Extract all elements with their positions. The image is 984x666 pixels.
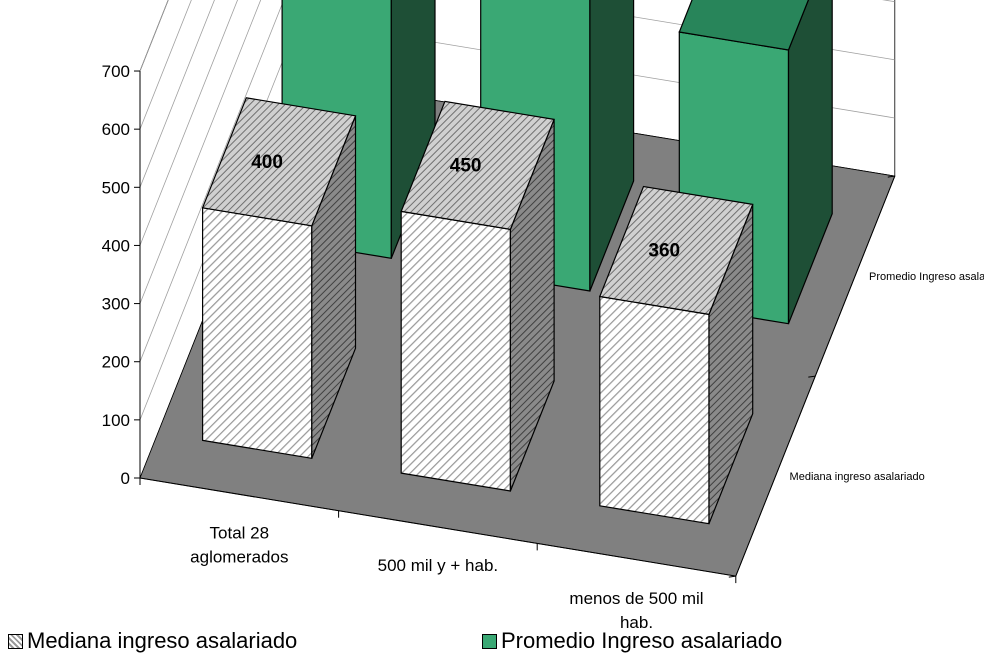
gridline (139, 0, 238, 246)
y-tick-label: 500 (102, 178, 130, 197)
data-labels: 576,3605,1470,8400450360 (251, 152, 680, 262)
y-tick-label: 400 (102, 236, 130, 255)
legend-label-mediana: Mediana ingreso asalariado (27, 628, 298, 653)
category-labels: Total 28 aglomerados 500 mil y + hab. menos… (190, 523, 703, 631)
legend-swatch-promedio (482, 633, 497, 649)
depth-tick-mark (728, 575, 736, 578)
bar-top-face (201, 97, 357, 227)
data-label: 450 (450, 155, 482, 176)
depth-tick-mark (808, 375, 816, 378)
legend-item-mediana: Mediana ingreso asalariado (8, 628, 297, 654)
legend-item-promedio: Promedio Ingreso asalariado (482, 628, 782, 654)
category-label: 500 mil y + hab. (378, 556, 499, 575)
y-tick-label: 0 (121, 469, 130, 488)
bars (201, 0, 833, 525)
bar-top-face (598, 185, 754, 316)
bar-side-face (589, 0, 635, 292)
category-label: Total 28 (210, 523, 270, 542)
bar-front-face (202, 207, 313, 460)
y-tick-label: 700 (102, 62, 130, 81)
depth-axis-line (735, 175, 896, 577)
bar-top-face (678, 0, 810, 51)
depth-tick-mark (887, 175, 895, 178)
data-label: 360 (648, 240, 680, 261)
gridline (139, 0, 895, 304)
y-tick-label: 600 (102, 120, 130, 139)
bar-front-face (599, 295, 710, 525)
y-tick-label: 300 (102, 295, 130, 314)
bar-side-face (787, 0, 833, 324)
data-label: 400 (251, 152, 283, 173)
bar-top-face (400, 100, 555, 231)
depth-label: Promedio Ingreso asalariado (869, 271, 984, 283)
legend-label-promedio: Promedio Ingreso asalariado (501, 628, 783, 653)
axes (139, 71, 896, 584)
category-label: hab. (620, 613, 653, 632)
category-label: menos de 500 mil (569, 589, 703, 608)
bar-0-2 (598, 185, 754, 525)
bar-0-0 (201, 97, 357, 460)
y-axis-ticks: 0 100 200 300 400 500 600 700 (102, 62, 140, 488)
y-tick-label: 200 (102, 353, 130, 372)
x-axis-line (139, 477, 736, 577)
gridline (139, 0, 215, 188)
legend-swatch-mediana (8, 633, 23, 649)
bar-0-1 (400, 100, 555, 492)
depth-labels: Promedio Ingreso asalariado Mediana ingre… (790, 271, 984, 483)
depth-label: Mediana ingreso asalariado (790, 471, 925, 483)
bar-front-face (400, 210, 511, 492)
category-label: aglomerados (190, 547, 288, 566)
y-tick-label: 100 (102, 411, 130, 430)
